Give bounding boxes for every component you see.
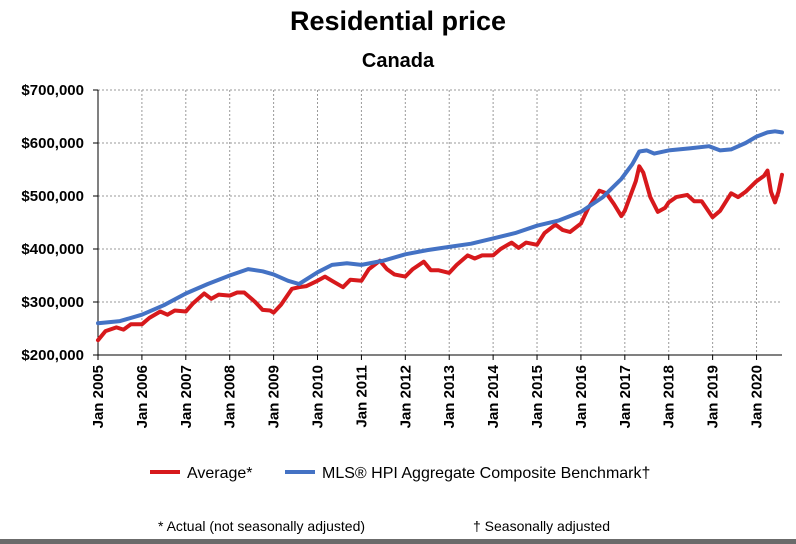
y-tick-label: $400,000 bbox=[21, 241, 84, 258]
x-tick-label: Jan 2015 bbox=[529, 365, 546, 428]
bottom-border bbox=[0, 539, 796, 544]
chart-subtitle: Canada bbox=[361, 50, 435, 72]
chart-title: Residential price bbox=[289, 6, 507, 36]
series-line-average bbox=[96, 164, 784, 343]
y-tick-label: $700,000 bbox=[21, 82, 84, 99]
legend: Average* MLS® HPI Aggregate Composite Ben… bbox=[150, 465, 650, 482]
footnote-actual: * Actual (not seasonally adjusted) bbox=[158, 518, 366, 534]
y-tick-label: $500,000 bbox=[21, 188, 84, 205]
plot-frame bbox=[97, 90, 782, 356]
x-tick-label: Jan 2016 bbox=[573, 365, 590, 428]
y-tick-label: $600,000 bbox=[21, 135, 84, 152]
x-tick-label: Jan 2005 bbox=[90, 365, 107, 428]
x-tick-label: Jan 2014 bbox=[485, 364, 502, 428]
x-tick-label: Jan 2019 bbox=[705, 365, 722, 428]
x-tick-label: Jan 2012 bbox=[397, 365, 414, 428]
series-line-mls-hpi bbox=[96, 129, 784, 326]
footnote-seasonal: † Seasonally adjusted bbox=[473, 518, 610, 534]
x-tick-label: Jan 2008 bbox=[222, 365, 239, 428]
x-tick-label: Jan 2018 bbox=[661, 365, 678, 428]
residential-price-line-chart: $200,000 $300,000 $400,000 $500,000 $600,000… bbox=[21, 82, 784, 482]
x-tick-label: Jan 2020 bbox=[749, 365, 766, 428]
x-tick-label: Jan 2011 bbox=[353, 365, 370, 428]
y-axis-ticks: $200,000 $300,000 $400,000 $500,000 $600,000… bbox=[21, 82, 98, 364]
x-tick-label: Jan 2009 bbox=[266, 365, 283, 428]
x-tick-label: Jan 2017 bbox=[617, 365, 634, 428]
legend-label: MLS® HPI Aggregate Composite Benchmark† bbox=[322, 465, 650, 482]
x-tick-label: Jan 2010 bbox=[310, 365, 327, 428]
x-tick-label: Jan 2013 bbox=[441, 365, 458, 428]
x-axis-ticks: Jan 2005 Jan 2006 Jan 2007 Jan 2008 Jan 2009… bbox=[90, 355, 766, 428]
gridlines bbox=[98, 89, 782, 355]
x-tick-label: Jan 2007 bbox=[178, 365, 195, 428]
y-tick-label: $200,000 bbox=[21, 347, 84, 364]
x-tick-label: Jan 2006 bbox=[134, 365, 151, 428]
legend-label: Average* bbox=[187, 465, 253, 482]
y-tick-label: $300,000 bbox=[21, 294, 84, 311]
series-lines bbox=[96, 129, 784, 343]
